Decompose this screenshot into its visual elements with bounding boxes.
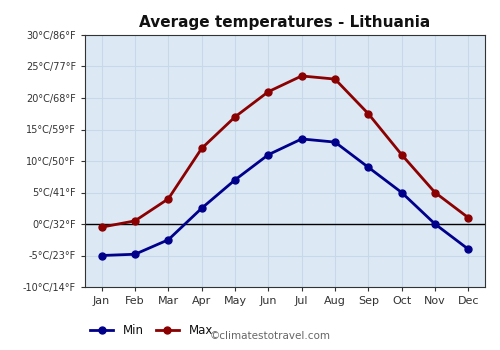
Max [266, 90, 272, 94]
Max [232, 115, 238, 119]
Min [198, 206, 204, 210]
Max [132, 219, 138, 223]
Title: Average temperatures - Lithuania: Average temperatures - Lithuania [140, 15, 430, 30]
Min [298, 137, 304, 141]
Text: ©climatestotravel.com: ©climatestotravel.com [210, 331, 331, 341]
Min [166, 238, 172, 242]
Max [298, 74, 304, 78]
Min [366, 165, 372, 169]
Min [398, 190, 404, 195]
Min [432, 222, 438, 226]
Line: Max: Max [98, 72, 472, 231]
Max [166, 197, 172, 201]
Min [232, 178, 238, 182]
Max [432, 190, 438, 195]
Legend: Min, Max: Min, Max [85, 320, 218, 342]
Max [466, 216, 471, 220]
Min [98, 253, 104, 258]
Line: Min: Min [98, 135, 472, 259]
Min [466, 247, 471, 251]
Min [266, 153, 272, 157]
Max [198, 146, 204, 150]
Max [398, 153, 404, 157]
Max [98, 225, 104, 229]
Max [332, 77, 338, 81]
Min [332, 140, 338, 144]
Max [366, 112, 372, 116]
Min [132, 252, 138, 256]
